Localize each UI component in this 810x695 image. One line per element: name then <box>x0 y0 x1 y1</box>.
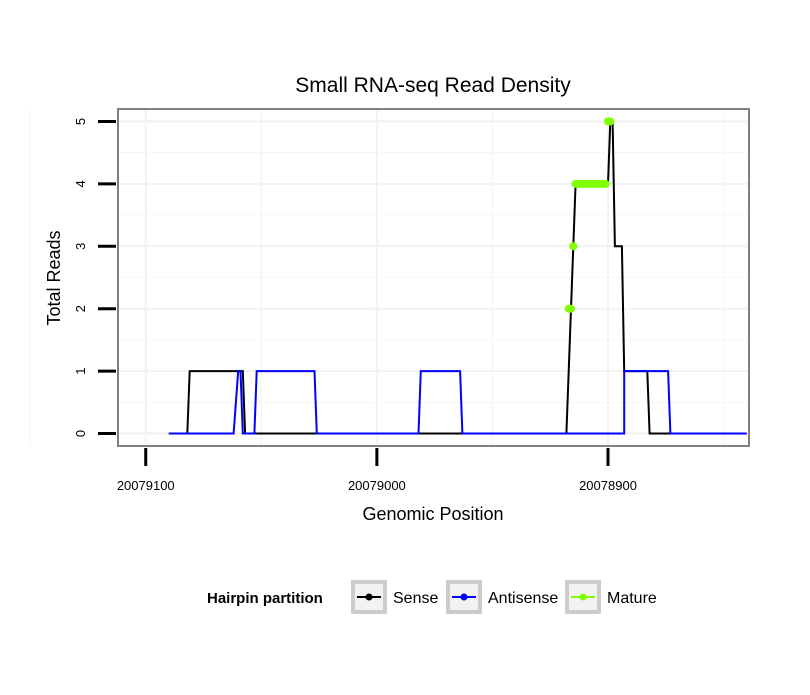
legend-entry-mature: Mature <box>565 580 657 614</box>
series-antisense <box>168 370 747 435</box>
mature-point <box>606 117 615 126</box>
series-mature <box>564 117 615 313</box>
x-tick-label: 20079000 <box>348 478 406 493</box>
mature-point <box>601 179 610 188</box>
x-axis-label: Genomic Position <box>362 504 503 524</box>
y-tick-label: 3 <box>73 243 88 250</box>
y-tick-label: 4 <box>73 180 88 187</box>
legend-label-sense: Sense <box>393 590 438 607</box>
legend-label-antisense: Antisense <box>488 590 558 607</box>
plot-panel-border <box>117 108 750 447</box>
x-tick-label: 20078900 <box>579 478 637 493</box>
y-tick-label: 1 <box>73 367 88 374</box>
axis-layer: 0 1 2 3 4 5 20079100 20079000 20078900 <box>73 118 637 493</box>
legend-key-sense <box>365 593 373 601</box>
legend-label-mature: Mature <box>607 590 657 607</box>
legend-entry-sense: Sense <box>351 580 438 614</box>
chart-title: Small RNA-seq Read Density <box>295 74 571 97</box>
mature-point <box>567 304 576 313</box>
legend-key-mature <box>579 593 587 601</box>
legend-entry-antisense: Antisense <box>446 580 558 614</box>
series-layer <box>168 117 747 435</box>
x-tick-label: 20079100 <box>117 478 175 493</box>
legend-key-antisense <box>460 593 468 601</box>
legend-title: Hairpin partition <box>207 590 323 607</box>
antisense-line <box>168 370 747 435</box>
mature-point <box>569 242 578 251</box>
y-tick-label: 5 <box>73 118 88 125</box>
y-tick-label: 0 <box>73 430 88 437</box>
legend: Hairpin partition Sense Antisense Mature <box>207 580 657 614</box>
y-tick-label: 2 <box>73 305 88 312</box>
y-axis-label: Total Reads <box>44 230 64 325</box>
